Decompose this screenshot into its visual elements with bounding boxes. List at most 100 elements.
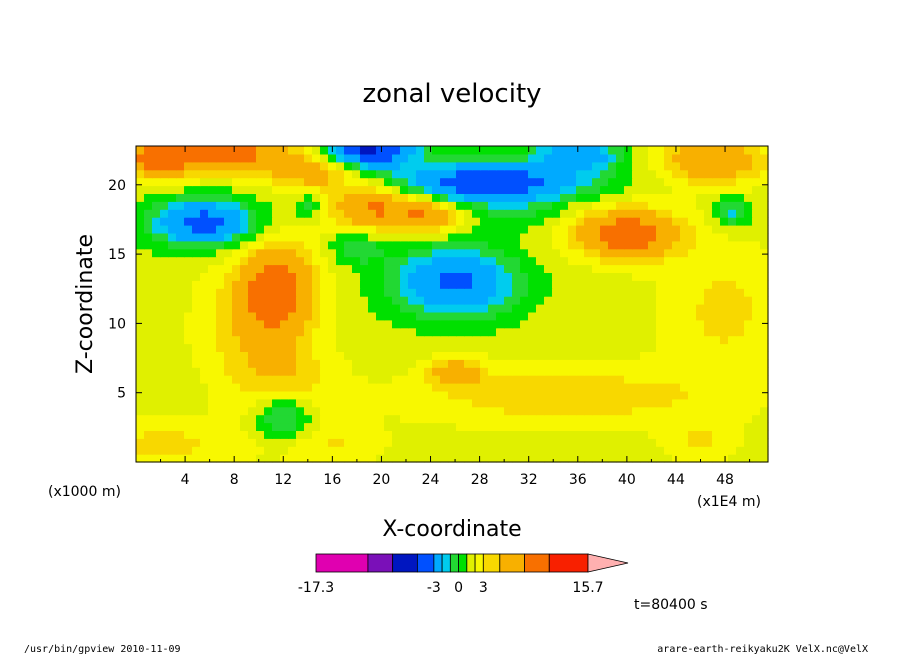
field-cell [552,311,561,321]
field-cell [312,454,321,463]
field-cell [760,335,769,345]
field-cell [656,454,665,463]
field-cell [568,327,577,337]
field-cell [720,430,729,439]
field-cell [152,367,161,376]
field-cell [520,343,529,352]
field-cell [616,438,625,447]
field-cell [552,375,561,384]
field-cell [752,169,761,179]
field-cell [240,351,249,360]
field-cell [480,296,489,305]
field-cell [624,304,633,313]
field-cell [672,304,681,313]
field-cell [312,375,321,384]
field-cell [296,153,305,163]
field-cell [448,146,457,155]
field-cell [696,422,705,431]
field-cell [424,327,433,337]
field-cell [512,248,521,258]
field-cell [264,446,273,455]
chart-title: zonal velocity [362,79,541,109]
field-cell [152,264,161,273]
field-cell [664,201,673,210]
field-cell [320,280,329,289]
field-cell [432,304,441,313]
field-cell [704,446,713,455]
field-cell [728,288,737,297]
field-cell [440,454,449,463]
field-cell [400,264,409,273]
field-cell [224,375,233,384]
field-cell [208,288,217,297]
field-cell [560,225,569,234]
field-cell [360,383,369,392]
field-cell [320,414,329,424]
field-cell [744,359,753,368]
field-cell [744,390,753,400]
field-cell [736,359,745,368]
field-cell [344,422,353,431]
field-cell [208,153,217,163]
field-cell [728,240,737,250]
field-cell [440,390,449,400]
field-cell [360,375,369,384]
field-cell [496,161,505,171]
field-cell [448,217,457,226]
field-cell [200,209,209,218]
field-cell [384,280,393,289]
field-cell [368,248,377,258]
field-cell [544,177,553,187]
field-cell [544,264,553,273]
field-cell [256,272,265,281]
field-cell [456,217,465,226]
field-cell [240,177,249,187]
field-cell [576,390,585,400]
field-cell [272,296,281,305]
field-cell [624,311,633,321]
field-cell [560,367,569,376]
field-cell [288,217,297,226]
field-cell [656,398,665,408]
field-cell [632,319,641,329]
field-cell [264,359,273,368]
field-cell [552,256,561,266]
field-cell [672,335,681,345]
field-cell [376,217,385,226]
field-cell [360,367,369,376]
field-cell [752,367,761,376]
field-cell [384,446,393,455]
field-cell [456,367,465,376]
field-cell [448,327,457,337]
field-cell [184,146,193,155]
field-cell [600,201,609,210]
field-cell [744,398,753,408]
field-cell [608,390,617,400]
field-cell [208,311,217,321]
field-cell [656,383,665,392]
field-cell [320,153,329,163]
field-cell [592,264,601,273]
field-cell [208,304,217,313]
field-cell [352,390,361,400]
field-cell [632,375,641,384]
field-cell [760,383,769,392]
field-cell [232,272,241,281]
field-cell [360,304,369,313]
field-cell [616,288,625,297]
field-cell [536,193,545,202]
field-cell [144,288,153,297]
field-cell [744,446,753,455]
field-cell [216,367,225,376]
field-cell [240,327,249,337]
field-cell [376,256,385,266]
field-cell [152,169,161,179]
field-cell [232,304,241,313]
field-cell [248,438,257,447]
field-cell [224,430,233,439]
field-cell [552,248,561,258]
field-cell [696,232,705,242]
field-cell [160,169,169,179]
field-cell [176,288,185,297]
field-cell [680,232,689,242]
